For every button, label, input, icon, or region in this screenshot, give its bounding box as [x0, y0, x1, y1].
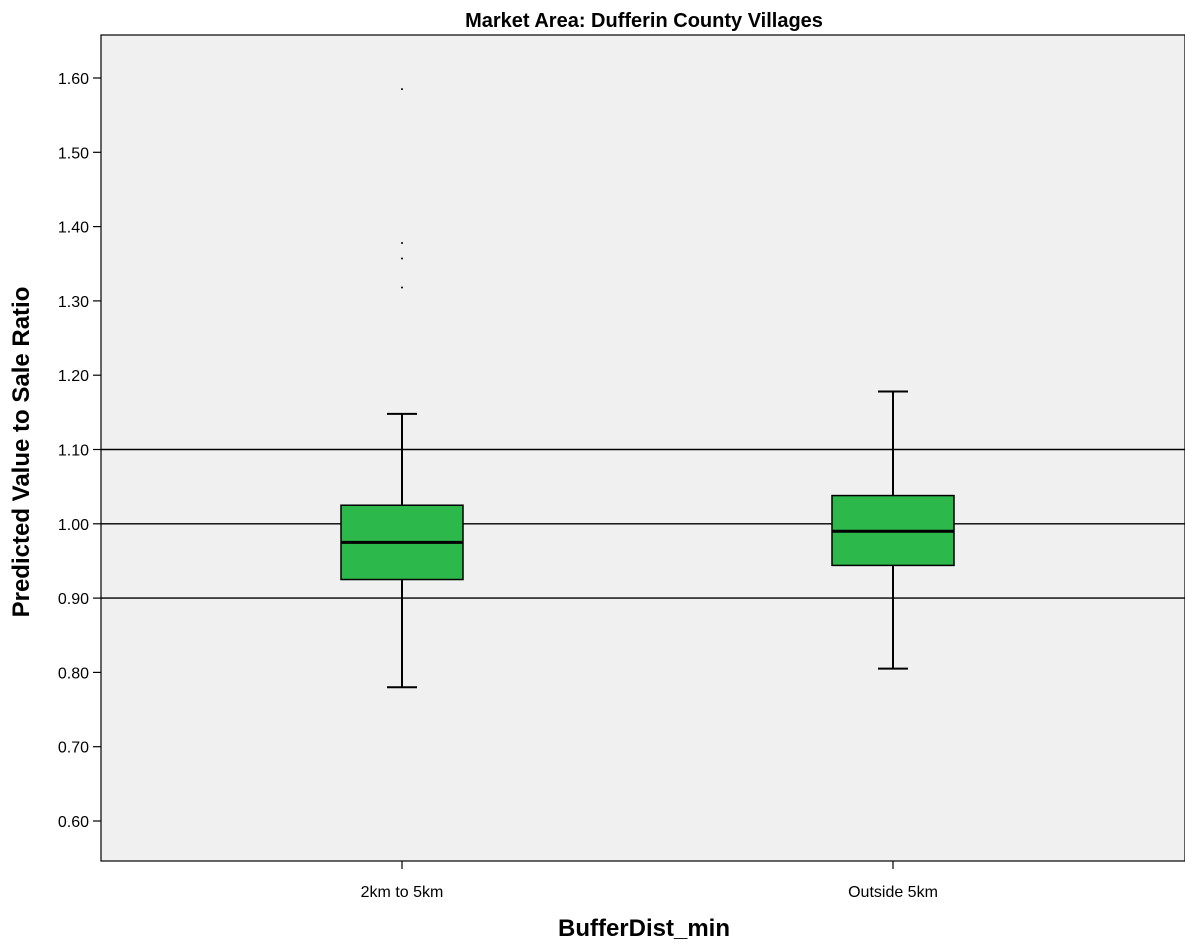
x-axis-title: BufferDist_min [558, 915, 730, 942]
y-tick-label: 0.80 [58, 665, 89, 682]
y-axis: 0.60 0.70 0.80 0.90 1.00 1.10 1.20 1.30 1.40 1.50… [58, 71, 101, 831]
y-tick-label: 1.00 [58, 517, 89, 534]
y-tick-label: 1.30 [58, 294, 89, 311]
y-tick-label: 1.20 [58, 368, 89, 385]
plot-area [100, 34, 1185, 862]
x-axis: 2km to 5km Outside 5km [361, 861, 938, 901]
y-tick-label: 0.70 [58, 740, 89, 757]
x-tick-label: 2km to 5km [361, 884, 444, 901]
y-tick-label: 1.60 [58, 71, 89, 88]
box-group [831, 390, 955, 670]
outlier-point [401, 88, 403, 91]
y-tick-label: 1.50 [58, 145, 89, 162]
y-axis-title: Predicted Value to Sale Ratio [8, 287, 35, 618]
y-tick-label: 0.90 [58, 591, 89, 608]
chart-title: Market Area: Dufferin County Villages [465, 10, 823, 32]
outlier-point [401, 257, 403, 260]
x-tick-label: Outside 5km [848, 884, 938, 901]
outlier-point [401, 241, 403, 244]
y-tick-label: 1.40 [58, 220, 89, 237]
box-group [340, 88, 464, 689]
reference-lines [101, 448, 1185, 599]
box-series [340, 88, 955, 689]
y-tick-label: 0.60 [58, 814, 89, 831]
outlier-point [401, 286, 403, 289]
y-tick-label: 1.10 [58, 443, 89, 460]
